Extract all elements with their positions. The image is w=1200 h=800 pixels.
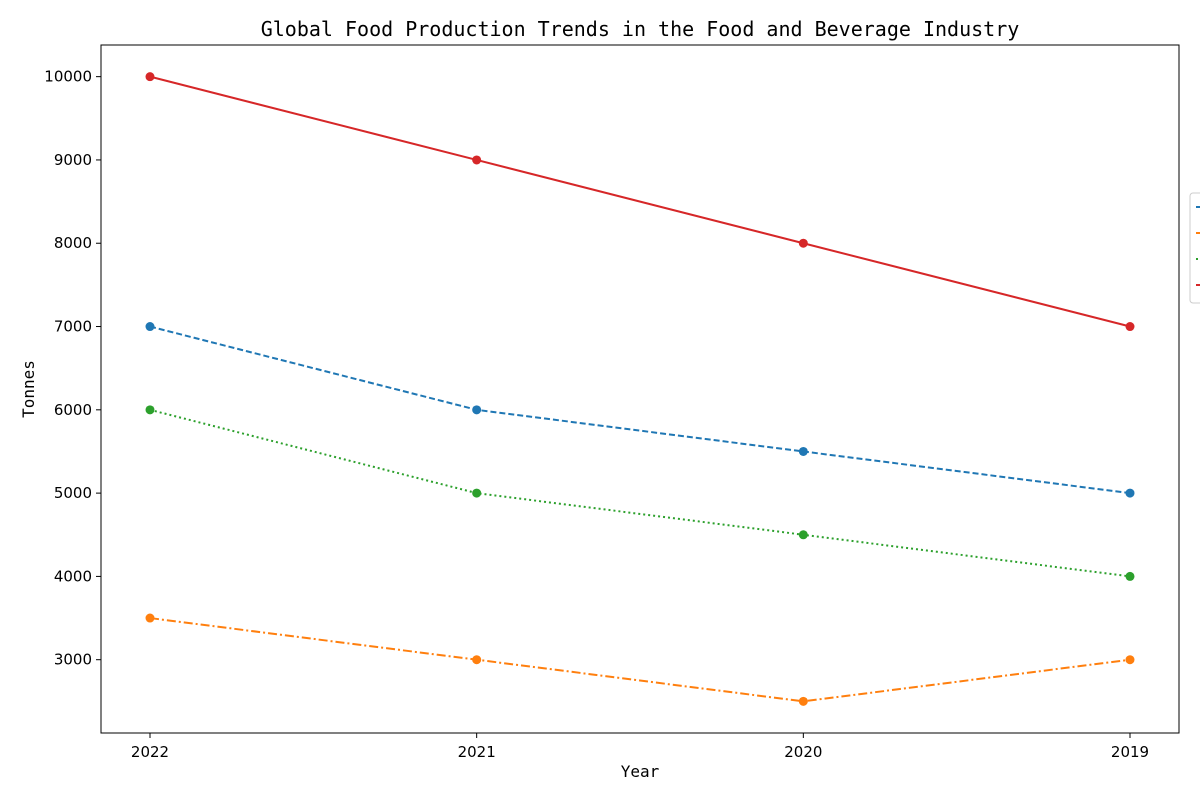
data-point bbox=[798, 446, 808, 456]
legend bbox=[1189, 192, 1200, 304]
data-point bbox=[798, 238, 808, 248]
data-point bbox=[798, 530, 808, 540]
x-tick-label: 2022 bbox=[131, 743, 169, 761]
data-point bbox=[472, 405, 482, 415]
data-point bbox=[472, 655, 482, 665]
series-line-3 bbox=[149, 75, 1131, 328]
y-tick-label: 5000 bbox=[54, 484, 92, 502]
x-tick-label: 2021 bbox=[458, 743, 496, 761]
plot-area-frame bbox=[100, 44, 1180, 734]
x-tick-label: 2020 bbox=[784, 743, 822, 761]
y-tick-label: 6000 bbox=[54, 401, 92, 419]
series-line-1 bbox=[149, 617, 1131, 703]
data-point bbox=[472, 155, 482, 165]
data-point bbox=[145, 613, 155, 623]
y-tick-label: 9000 bbox=[54, 151, 92, 169]
x-tick-label: 2019 bbox=[1111, 743, 1149, 761]
chart-title: Global Food Production Trends in the Foo… bbox=[261, 17, 1020, 41]
data-point bbox=[145, 405, 155, 415]
data-point bbox=[145, 72, 155, 82]
x-axis-label: Year bbox=[621, 762, 660, 781]
y-tick-label: 8000 bbox=[54, 234, 92, 252]
series-layer bbox=[145, 72, 1135, 706]
series-line-0 bbox=[149, 325, 1131, 495]
legend-box bbox=[1189, 192, 1200, 304]
y-tick-label: 7000 bbox=[54, 318, 92, 336]
series-line-2 bbox=[149, 408, 1131, 578]
data-point bbox=[1125, 571, 1135, 581]
y-axis: 3000 4000 5000 6000 7000 8000 9000 10000 bbox=[44, 68, 101, 669]
y-axis-label: Tonnes bbox=[19, 360, 38, 418]
data-point bbox=[472, 488, 482, 498]
data-point bbox=[145, 322, 155, 332]
x-axis: 2022 2021 2020 2019 bbox=[131, 733, 1149, 761]
y-tick-label: 4000 bbox=[54, 567, 92, 585]
y-tick-label: 10000 bbox=[44, 68, 92, 86]
y-tick-label: 3000 bbox=[54, 651, 92, 669]
data-point bbox=[1125, 488, 1135, 498]
data-point bbox=[798, 696, 808, 706]
data-point bbox=[1125, 655, 1135, 665]
data-point bbox=[1125, 322, 1135, 332]
